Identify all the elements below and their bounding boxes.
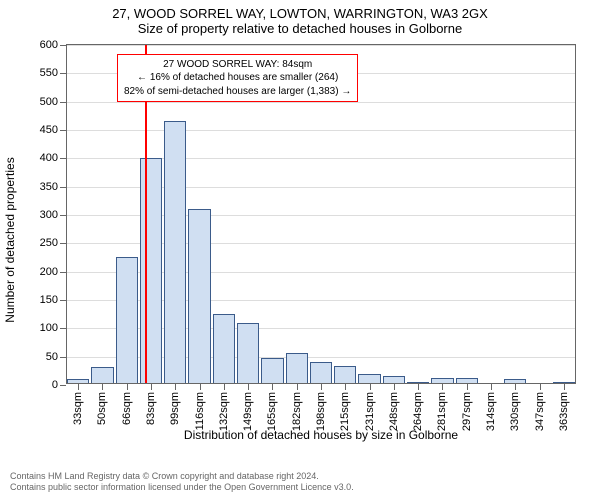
x-tick-label: 264sqm [412, 392, 424, 431]
x-tick-label: 33sqm [72, 392, 84, 425]
footer-line-1: Contains HM Land Registry data © Crown c… [10, 471, 590, 483]
x-tick-label: 347sqm [534, 392, 546, 431]
histogram-bar [286, 353, 308, 384]
histogram-bar [310, 362, 332, 384]
y-tick-label: 250 [40, 237, 58, 249]
x-tick-label: 99sqm [169, 392, 181, 425]
plot-area: 27 WOOD SORREL WAY: 84sqm← 16% of detach… [66, 44, 576, 384]
x-tick-label: 314sqm [485, 392, 497, 431]
property-callout: 27 WOOD SORREL WAY: 84sqm← 16% of detach… [117, 54, 358, 103]
x-tick-label: 198sqm [315, 392, 327, 431]
x-tick-label: 215sqm [339, 392, 351, 431]
chart-container: Number of detached properties 27 WOOD SO… [18, 40, 588, 440]
y-tick-label: 600 [40, 39, 58, 51]
x-tick-label: 83sqm [145, 392, 157, 425]
x-tick-label: 330sqm [509, 392, 521, 431]
footer-attribution: Contains HM Land Registry data © Crown c… [0, 467, 600, 498]
chart-subtitle: Size of property relative to detached ho… [0, 21, 600, 40]
y-tick-label: 0 [52, 379, 58, 391]
x-tick-label: 132sqm [218, 392, 230, 431]
x-tick-label: 66sqm [121, 392, 133, 425]
histogram-bar [334, 366, 356, 384]
x-tick-label: 363sqm [558, 392, 570, 431]
y-tick-label: 500 [40, 96, 58, 108]
histogram-bar [213, 314, 235, 384]
y-tick-label: 150 [40, 294, 58, 306]
y-tick-label: 400 [40, 152, 58, 164]
x-tick-label: 50sqm [96, 392, 108, 425]
y-tick-label: 50 [46, 351, 58, 363]
x-tick-label: 281sqm [436, 392, 448, 431]
y-tick-label: 450 [40, 124, 58, 136]
x-tick-label: 165sqm [266, 392, 278, 431]
y-tick-label: 300 [40, 209, 58, 221]
x-tick-label: 231sqm [364, 392, 376, 431]
histogram-bar [140, 158, 162, 384]
y-tick-label: 100 [40, 322, 58, 334]
histogram-bar [116, 257, 138, 385]
y-axis-title: Number of detached properties [3, 157, 17, 322]
histogram-bar [261, 358, 283, 384]
x-tick-label: 116sqm [194, 392, 206, 430]
x-tick-label: 248sqm [388, 392, 400, 431]
address-title: 27, WOOD SORREL WAY, LOWTON, WARRINGTON,… [0, 0, 600, 21]
x-tick-label: 182sqm [291, 392, 303, 431]
histogram-bar [188, 209, 210, 384]
x-tick-label: 297sqm [461, 392, 473, 431]
footer-line-2: Contains public sector information licen… [10, 482, 590, 494]
histogram-bar [91, 367, 113, 384]
x-tick-label: 149sqm [242, 392, 254, 431]
histogram-bar [237, 323, 259, 384]
y-tick-label: 550 [40, 67, 58, 79]
x-axis-title: Distribution of detached houses by size … [66, 428, 576, 442]
histogram-bar [164, 121, 186, 385]
y-tick-label: 350 [40, 181, 58, 193]
y-tick-label: 200 [40, 266, 58, 278]
